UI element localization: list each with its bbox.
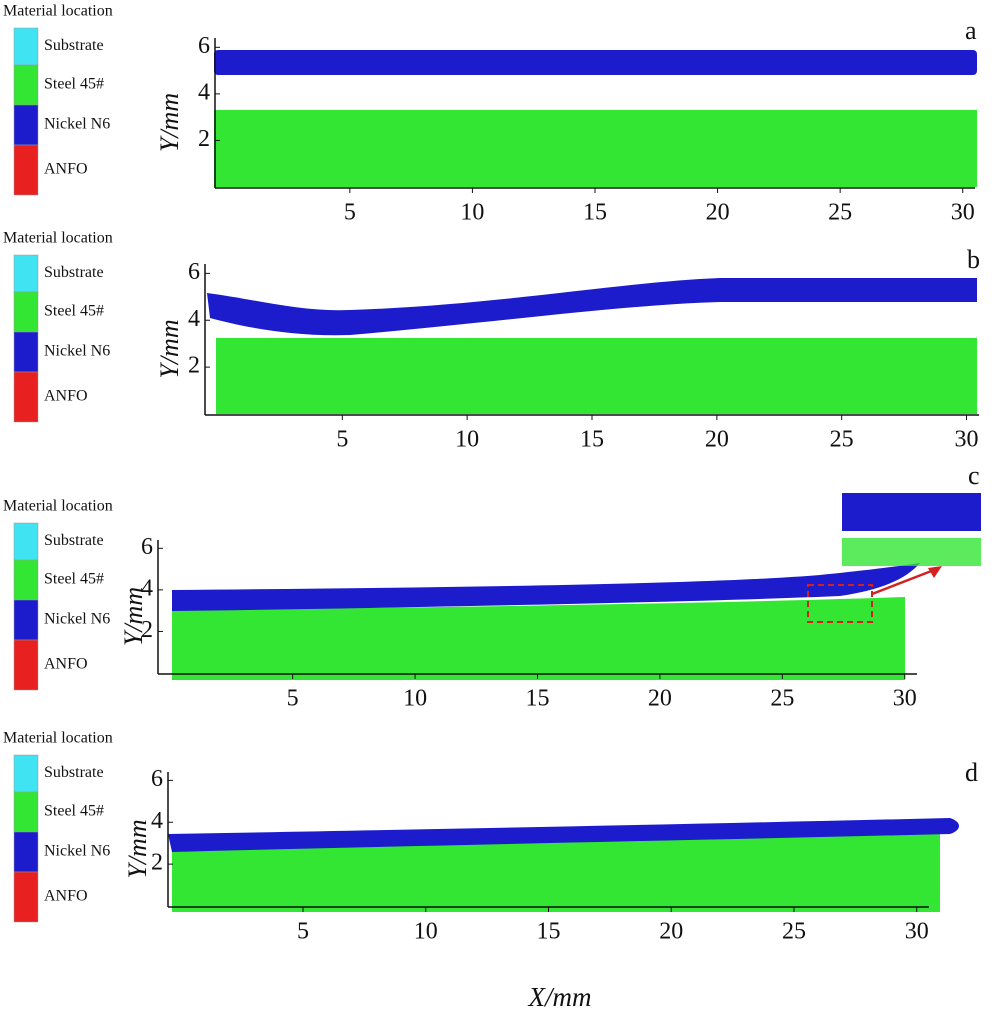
x-tick-label: 20 bbox=[706, 200, 730, 226]
x-tick-label: 5 bbox=[344, 200, 356, 226]
legend-swatch bbox=[13, 64, 39, 106]
panel-label: b bbox=[967, 245, 980, 274]
legend-label: ANFO bbox=[44, 388, 88, 405]
zoom-box bbox=[807, 584, 873, 623]
steel-substrate bbox=[172, 830, 940, 912]
x-tick-label: 25 bbox=[782, 919, 806, 945]
legend-swatch bbox=[13, 104, 39, 146]
y-axis-label: Y/mm bbox=[119, 587, 148, 646]
x-tick-label: 25 bbox=[830, 427, 854, 453]
y-tick-label: 6 bbox=[151, 766, 163, 792]
legend-label: Substrate bbox=[44, 532, 104, 549]
y-axis-label: Y/mm bbox=[155, 93, 184, 152]
arrow-head bbox=[928, 566, 942, 578]
legend-label: Nickel N6 bbox=[44, 611, 110, 628]
legend-swatch bbox=[13, 871, 39, 923]
steel-substrate bbox=[216, 338, 977, 414]
legend-label: ANFO bbox=[44, 161, 88, 178]
x-tick-label: 20 bbox=[648, 686, 672, 712]
legend-swatch bbox=[13, 144, 39, 196]
legend-title: Material location bbox=[3, 498, 113, 515]
y-tick-label: 4 bbox=[141, 575, 153, 601]
y-tick-label: 6 bbox=[188, 259, 200, 285]
legend-label: Substrate bbox=[44, 264, 104, 281]
x-tick-label: 15 bbox=[580, 427, 604, 453]
x-tick-label: 5 bbox=[336, 427, 348, 453]
legend-swatch bbox=[13, 291, 39, 333]
x-tick-label: 15 bbox=[537, 919, 561, 945]
y-tick-label: 4 bbox=[188, 306, 200, 332]
nickel-plate bbox=[214, 50, 977, 75]
y-tick-label: 4 bbox=[198, 79, 210, 105]
legend-label: ANFO bbox=[44, 656, 88, 673]
legend-swatch bbox=[13, 522, 39, 561]
x-tick-label: 15 bbox=[583, 200, 607, 226]
x-tick-label: 30 bbox=[905, 919, 929, 945]
y-tick-label: 2 bbox=[198, 126, 210, 152]
legend-label: Steel 45# bbox=[44, 303, 104, 320]
x-tick-label: 10 bbox=[460, 200, 484, 226]
legend-label: Nickel N6 bbox=[44, 343, 110, 360]
legend-label: Nickel N6 bbox=[44, 116, 110, 133]
legend-label: Substrate bbox=[44, 764, 104, 781]
legend-swatch bbox=[13, 639, 39, 691]
x-tick-label: 30 bbox=[955, 427, 979, 453]
y-axis-label: Y/mm bbox=[155, 319, 184, 378]
x-tick-label: 25 bbox=[828, 200, 852, 226]
legend-swatch bbox=[13, 254, 39, 293]
x-tick-label: 30 bbox=[951, 200, 975, 226]
x-axis-label: X/mm bbox=[528, 982, 592, 1012]
x-tick-label: 10 bbox=[403, 686, 427, 712]
nickel-plate bbox=[172, 563, 920, 611]
panel-label: d bbox=[965, 758, 978, 787]
steel-substrate bbox=[214, 110, 977, 187]
inset-steel bbox=[842, 538, 981, 566]
inset-nickel bbox=[842, 493, 981, 531]
legend-swatch bbox=[13, 599, 39, 641]
panel-label: c bbox=[968, 461, 980, 490]
legend-label: Steel 45# bbox=[44, 76, 104, 93]
x-tick-label: 10 bbox=[414, 919, 438, 945]
legend-label: ANFO bbox=[44, 888, 88, 905]
nickel-plate bbox=[168, 818, 959, 852]
x-tick-label: 5 bbox=[287, 686, 299, 712]
x-tick-label: 15 bbox=[526, 686, 550, 712]
y-tick-label: 4 bbox=[151, 808, 163, 834]
y-tick-label: 6 bbox=[141, 534, 153, 560]
legend-swatch bbox=[13, 791, 39, 833]
y-tick-label: 2 bbox=[141, 617, 153, 643]
steel-substrate bbox=[172, 597, 905, 680]
legend-label: Steel 45# bbox=[44, 803, 104, 820]
y-axis-label: Y/mm bbox=[123, 819, 152, 878]
nickel-plate bbox=[207, 278, 977, 336]
legend-title: Material location bbox=[3, 730, 113, 747]
x-tick-label: 25 bbox=[770, 686, 794, 712]
legend-swatch bbox=[13, 27, 39, 66]
legend-label: Substrate bbox=[44, 37, 104, 54]
x-tick-label: 30 bbox=[893, 686, 917, 712]
x-tick-label: 10 bbox=[455, 427, 479, 453]
legend-swatch bbox=[13, 559, 39, 601]
y-tick-label: 2 bbox=[188, 353, 200, 379]
legend-swatch bbox=[13, 331, 39, 373]
legend-swatch bbox=[13, 754, 39, 793]
legend-title: Material location bbox=[3, 3, 113, 20]
legend-label: Nickel N6 bbox=[44, 843, 110, 860]
legend-label: Steel 45# bbox=[44, 571, 104, 588]
x-tick-label: 20 bbox=[705, 427, 729, 453]
x-tick-label: 20 bbox=[659, 919, 683, 945]
legend-swatch bbox=[13, 371, 39, 423]
legend-title: Material location bbox=[3, 230, 113, 247]
y-tick-label: 6 bbox=[198, 33, 210, 59]
legend-swatch bbox=[13, 831, 39, 873]
zoom-arrow bbox=[871, 568, 935, 596]
x-tick-label: 5 bbox=[297, 919, 309, 945]
panel-label: a bbox=[965, 16, 977, 45]
y-tick-label: 2 bbox=[151, 850, 163, 876]
